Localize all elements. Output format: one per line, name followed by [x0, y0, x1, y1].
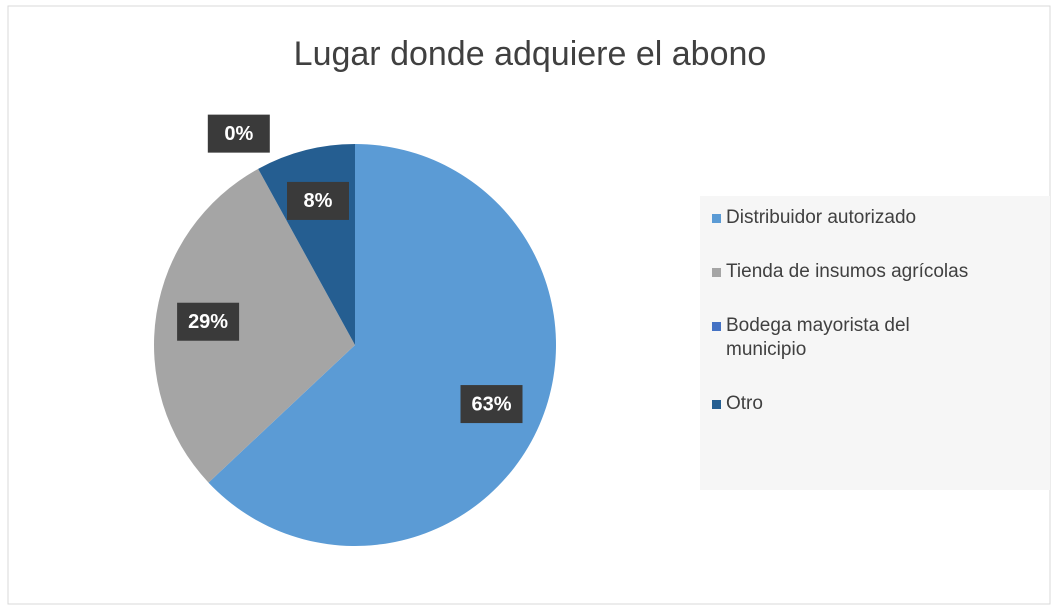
- data-label: 8%: [304, 190, 333, 212]
- legend: Distribuidor autorizado Tienda de insumos…: [700, 196, 1050, 490]
- legend-item: Tienda de insumos agrícolas: [712, 260, 1042, 284]
- data-label: 0%: [224, 123, 253, 145]
- legend-swatch: [712, 268, 721, 277]
- chart-title: Lugar donde adquiere el abono: [294, 35, 767, 73]
- data-label: 29%: [188, 311, 228, 333]
- legend-item: Otro: [712, 392, 1042, 416]
- data-label-box: [207, 114, 270, 153]
- data-label-box: [287, 181, 350, 220]
- legend-swatch: [712, 322, 721, 331]
- data-label-box: [460, 385, 523, 424]
- legend-swatch: [712, 400, 721, 409]
- legend-label: Tienda de insumos agrícolas: [726, 261, 969, 282]
- legend-swatch: [712, 214, 721, 223]
- data-label: 63%: [471, 393, 511, 415]
- legend-label: Distribuidor autorizado: [726, 207, 917, 228]
- chart-border: [7, 5, 1051, 605]
- legend-label: Bodega mayorista del municipio: [726, 315, 910, 360]
- pie-slice: [154, 168, 355, 483]
- legend-item: Bodega mayorista del municipio: [712, 314, 1042, 362]
- data-label-box: [177, 302, 240, 341]
- legend-label: Otro: [726, 393, 763, 414]
- pie-slice: [208, 144, 557, 547]
- legend-item: Distribuidor autorizado: [712, 206, 1042, 230]
